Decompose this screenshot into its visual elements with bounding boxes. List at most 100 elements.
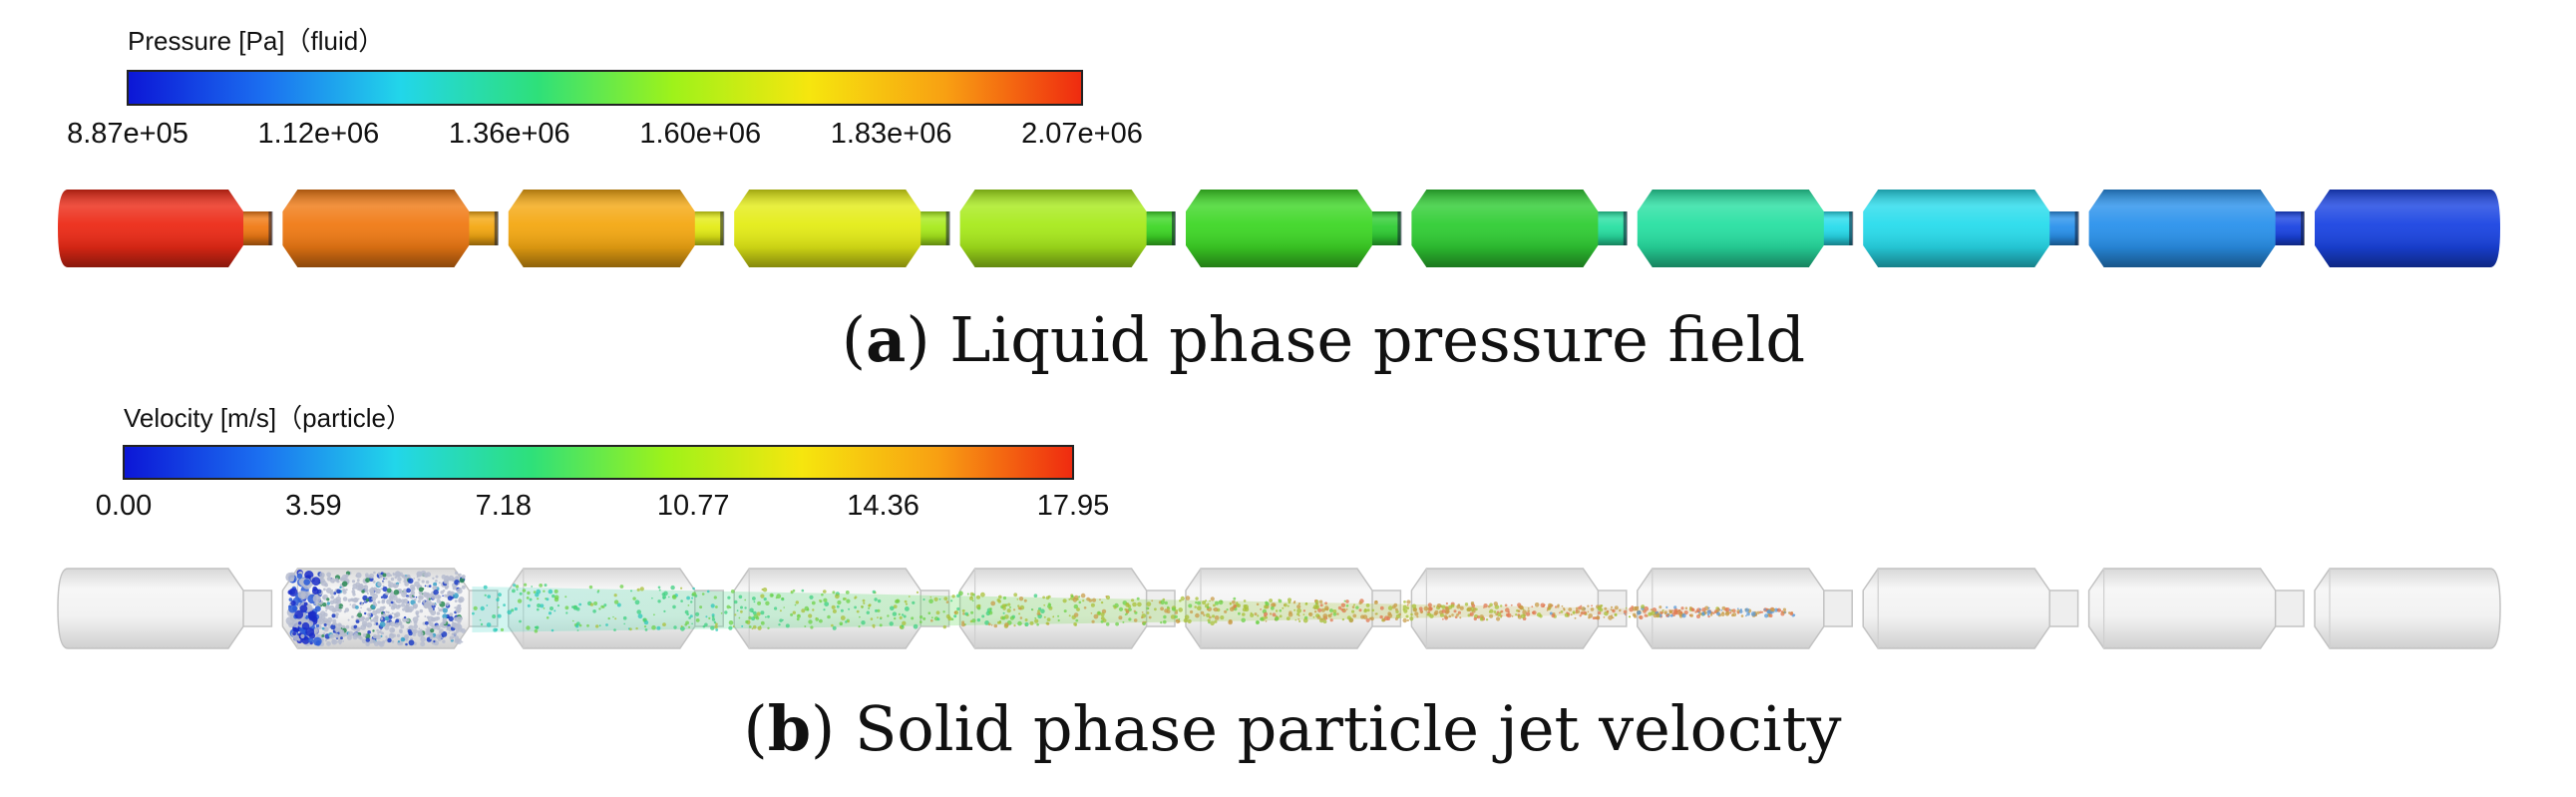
particle (1274, 616, 1280, 621)
particle (326, 572, 331, 578)
particle (1370, 616, 1374, 621)
particle (801, 589, 805, 593)
particle (727, 596, 731, 599)
particle (1548, 607, 1551, 610)
particle (383, 578, 385, 581)
particle (429, 633, 434, 638)
particle (741, 624, 744, 627)
particle (408, 595, 413, 598)
particle (341, 574, 348, 581)
particle (831, 604, 836, 609)
particle (395, 618, 400, 623)
particle (732, 625, 735, 628)
particle (1406, 603, 1409, 606)
particle (997, 620, 1000, 624)
particle (376, 628, 379, 632)
particle (1412, 607, 1417, 612)
particle (809, 595, 814, 599)
particle (1365, 617, 1370, 622)
particle (479, 618, 482, 621)
particle (756, 611, 761, 616)
particle (513, 584, 517, 588)
particle (435, 603, 438, 606)
particle (395, 572, 402, 578)
particle (639, 587, 644, 592)
particle (942, 624, 946, 629)
particle (1269, 598, 1273, 602)
particle (1207, 605, 1210, 609)
particle (1002, 611, 1005, 614)
particle (382, 581, 385, 584)
pipe-a-neck-shade (1371, 211, 1401, 245)
particle (516, 589, 519, 591)
particle (432, 586, 438, 591)
particle (663, 591, 668, 597)
particle (431, 595, 437, 599)
particle (630, 590, 632, 593)
particle (695, 618, 700, 622)
particle (1709, 613, 1713, 616)
particle (484, 594, 487, 597)
particle (1505, 607, 1510, 612)
particle (420, 641, 426, 647)
particle (379, 621, 386, 627)
particle (433, 590, 439, 596)
particle (1573, 611, 1575, 614)
particle (319, 572, 325, 578)
particle (1782, 611, 1785, 614)
particle (1179, 598, 1182, 602)
particle (1433, 605, 1436, 607)
particle (936, 617, 940, 621)
particle (1739, 609, 1743, 613)
particle (1190, 609, 1194, 614)
pipe-a-neck-shade (920, 211, 949, 245)
particle (1323, 617, 1325, 620)
particle (1703, 611, 1707, 614)
particle (447, 577, 452, 582)
particle (365, 598, 370, 602)
particle (365, 616, 370, 621)
particle (439, 628, 444, 633)
particle (329, 591, 334, 596)
particle (1418, 606, 1423, 611)
particle (461, 585, 466, 590)
particle (548, 611, 552, 615)
particle (977, 603, 981, 607)
particle (938, 598, 941, 600)
particle (598, 607, 601, 610)
particle (819, 618, 823, 623)
particle (411, 595, 414, 598)
particle (414, 598, 417, 601)
particle (365, 641, 370, 646)
particle (710, 625, 715, 630)
particle (1009, 605, 1011, 608)
particle (663, 609, 666, 613)
pipe-a-segment-shade (58, 190, 243, 267)
particle (785, 623, 790, 628)
particle (1088, 598, 1093, 602)
particle (402, 637, 405, 641)
particle (998, 595, 1002, 599)
particle (792, 610, 796, 614)
particle (823, 590, 827, 594)
pipe-a-segment-shade (1637, 190, 1824, 267)
particle (519, 619, 522, 623)
particle-jet-envelope (472, 587, 1795, 632)
particle (1736, 607, 1739, 610)
particle (1600, 604, 1604, 607)
particle (1296, 604, 1301, 609)
particle (305, 627, 315, 636)
particle (720, 612, 723, 614)
particle (823, 598, 828, 602)
particle (1200, 610, 1205, 615)
particle (1497, 612, 1502, 616)
particle (1694, 610, 1697, 613)
particle (1343, 599, 1346, 602)
particle (1037, 613, 1042, 619)
particle (361, 590, 365, 594)
particle (779, 618, 783, 622)
particle (486, 604, 489, 606)
particle (701, 593, 705, 596)
particle (1297, 617, 1300, 620)
particle (408, 639, 415, 646)
